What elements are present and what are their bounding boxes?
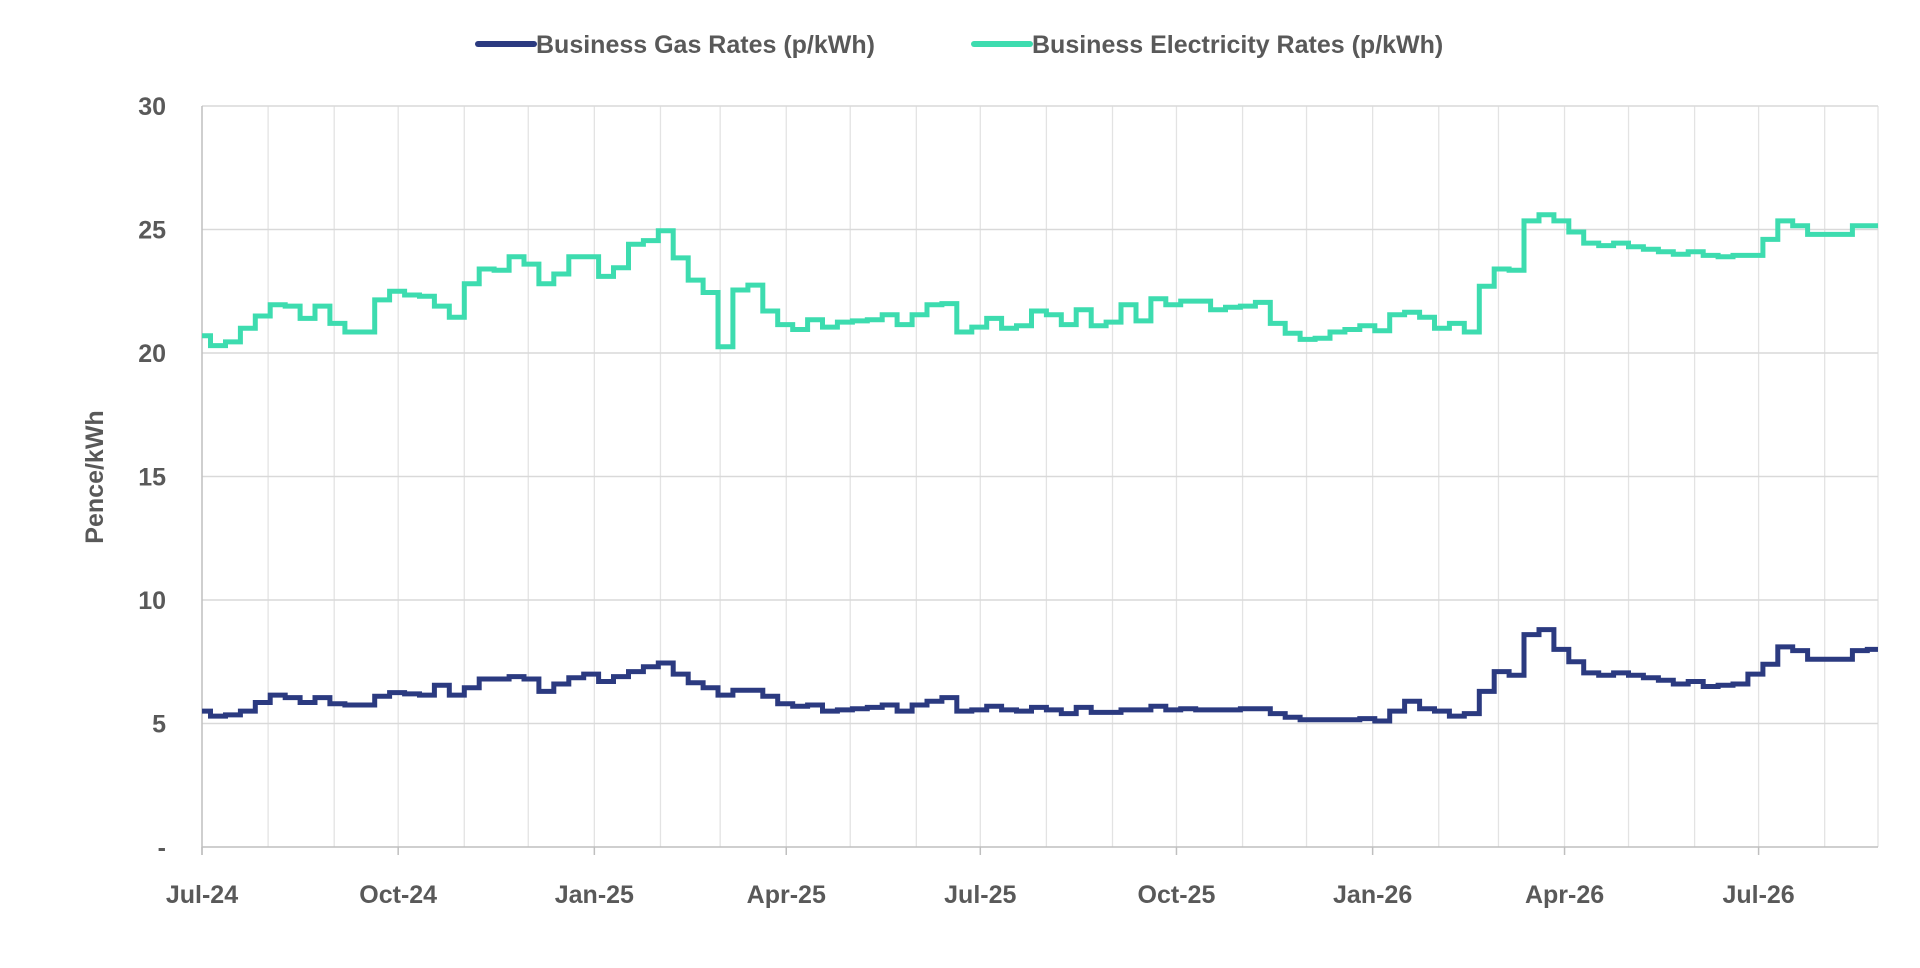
axes: - 5 10 15 20 25 30 Jul-24 Oct-24 Jan-25 Apr-25 Jul-… (138, 93, 1878, 909)
legend-label: Business Electricity Rates (p/kWh) (1032, 31, 1443, 59)
x-tick-label: Jan-25 (555, 881, 634, 909)
y-tick-label: 10 (138, 587, 166, 615)
y-tick-label: - (158, 834, 166, 862)
series (202, 212, 1878, 724)
x-tick-label: Jan-26 (1333, 881, 1412, 909)
y-tick-label: 15 (138, 464, 166, 492)
x-tick-label: Apr-26 (1525, 881, 1604, 909)
x-tick-label: Jul-26 (1722, 881, 1794, 909)
grid (202, 105, 1879, 847)
y-tick-label: 20 (138, 340, 166, 368)
x-tick-label: Apr-25 (747, 881, 826, 909)
legend-gas: Business Gas Rates (p/kWh) (475, 31, 875, 59)
series-line-gas (202, 627, 1878, 724)
x-tick-label: Oct-25 (1138, 881, 1216, 909)
x-tick-label: Jul-24 (166, 881, 238, 909)
series-line-electricity (202, 212, 1878, 350)
y-tick-label: 30 (138, 93, 166, 121)
legend-label: Business Gas Rates (p/kWh) (536, 31, 875, 59)
legend-electricity: Business Electricity Rates (p/kWh) (971, 31, 1443, 59)
y-axis-title: Pence/kWh (81, 410, 109, 543)
legend: Business Gas Rates (p/kWh) Business Elect… (475, 31, 1443, 59)
x-tick-label: Oct-24 (359, 881, 437, 909)
x-tick-label: Jul-25 (944, 881, 1016, 909)
y-tick-label: 5 (152, 711, 166, 739)
y-tick-label: 25 (138, 217, 166, 245)
